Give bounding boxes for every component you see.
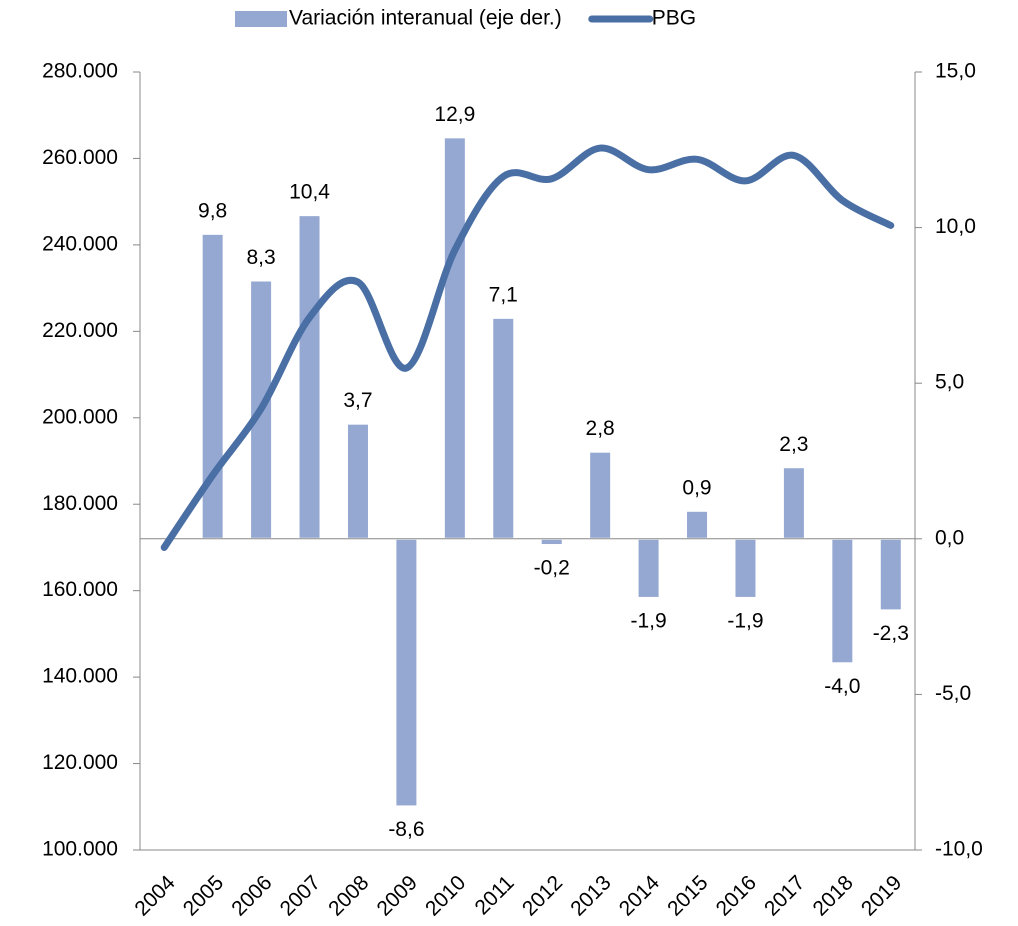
x-tick-label: 2015 (663, 871, 712, 920)
x-tick-label: 2019 (857, 871, 906, 920)
x-tick-label: 2013 (566, 871, 615, 920)
x-tick-label: 2009 (373, 871, 422, 920)
bar (200, 232, 225, 540)
bar (588, 450, 613, 540)
legend-label: Variación interanual (eje der.) (289, 7, 562, 30)
data-label: 0,9 (682, 476, 711, 499)
data-label: 12,9 (434, 103, 475, 126)
y2-tick-label: -10,0 (935, 838, 983, 861)
x-tick-label: 2014 (615, 871, 665, 921)
bar (394, 537, 419, 808)
data-label: 10,4 (289, 181, 330, 204)
x-tick-label: 2018 (809, 871, 858, 920)
y-tick-label: 240.000 (42, 232, 118, 255)
y2-tick-label: 15,0 (935, 60, 976, 83)
bar (830, 537, 855, 665)
x-tick-label: 2006 (227, 871, 276, 920)
legend-label: PBG (652, 7, 696, 30)
y-tick-label: 140.000 (42, 665, 118, 688)
y-tick-label: 180.000 (42, 492, 118, 515)
data-label: -0,2 (534, 557, 570, 580)
y-tick-label: 160.000 (42, 578, 118, 601)
data-label: -4,0 (824, 675, 860, 698)
data-label: 2,3 (779, 433, 808, 456)
data-label: -8,6 (388, 818, 424, 841)
bar (636, 537, 661, 599)
bar (442, 136, 467, 540)
bar (781, 466, 806, 540)
x-tick-label: 2012 (518, 871, 567, 920)
legend-swatch (235, 11, 287, 27)
y-tick-label: 260.000 (42, 146, 118, 169)
bar (733, 537, 758, 599)
x-tick-label: 2010 (421, 871, 470, 920)
x-tick-label: 2008 (324, 871, 373, 920)
y-tick-label: 220.000 (42, 319, 118, 342)
bar (297, 214, 322, 540)
data-label: 3,7 (343, 389, 372, 412)
data-label: -1,9 (631, 609, 667, 632)
x-tick-label: 2005 (179, 871, 228, 920)
data-label: 9,8 (198, 199, 227, 222)
x-tick-label: 2016 (712, 871, 761, 920)
bar (491, 316, 516, 540)
data-label: -1,9 (727, 609, 763, 632)
bar (539, 537, 564, 547)
data-label: 7,1 (489, 283, 518, 306)
y2-tick-label: 0,0 (935, 526, 964, 549)
data-label: -2,3 (873, 622, 909, 645)
bar (878, 537, 903, 612)
bar (345, 422, 370, 540)
data-label: 8,3 (246, 246, 275, 269)
x-tick-label: 2011 (471, 871, 519, 919)
data-label: 2,8 (586, 417, 615, 440)
y2-tick-label: 10,0 (935, 215, 976, 238)
x-tick-label: 2007 (276, 871, 325, 920)
bar (685, 509, 710, 540)
x-tick-label: 2004 (130, 871, 180, 921)
line (160, 144, 895, 551)
y-tick-label: 100.000 (42, 838, 118, 861)
x-tick-label: 2017 (760, 871, 809, 920)
y2-tick-label: -5,0 (935, 682, 971, 705)
y-tick-label: 120.000 (42, 751, 118, 774)
y-tick-label: 280.000 (42, 60, 118, 83)
y-tick-label: 200.000 (42, 405, 118, 428)
y2-tick-label: 5,0 (935, 371, 964, 394)
